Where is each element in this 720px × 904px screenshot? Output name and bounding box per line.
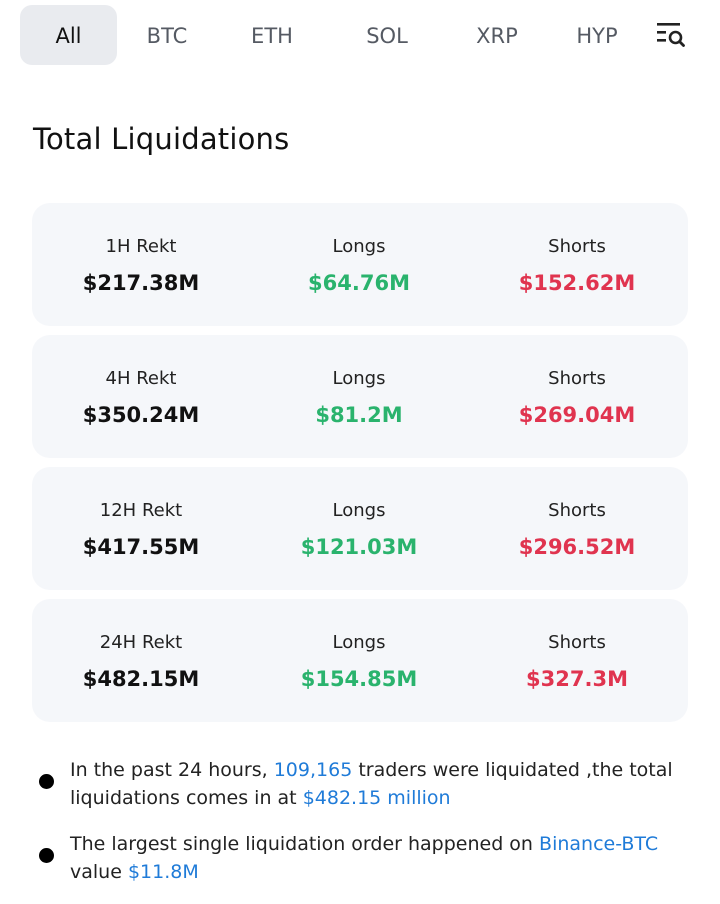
period-label: 12H Rekt [99, 500, 183, 521]
longs-value: $64.76M [308, 271, 410, 295]
total-value: $217.38M [82, 271, 200, 295]
longs-value: $121.03M [300, 535, 418, 559]
period-label: 4H Rekt [105, 368, 177, 389]
liquidation-card-4h: 4H Rekt $350.24M Longs $81.2M Shorts $26… [32, 335, 688, 458]
longs-cell: Longs $64.76M [250, 203, 468, 326]
shorts-cell: Shorts $269.04M [468, 335, 686, 458]
total-cell: 12H Rekt $417.55M [32, 467, 250, 590]
longs-value: $154.85M [300, 667, 418, 691]
page-title: Total Liquidations [33, 122, 290, 156]
shorts-cell: Shorts $296.52M [468, 467, 686, 590]
exchange-link[interactable]: Binance-BTC [539, 833, 659, 855]
longs-cell: Longs $154.85M [250, 599, 468, 722]
summary-text: In the past 24 hours, [70, 759, 274, 781]
period-label: 24H Rekt [99, 632, 183, 653]
tab-btc[interactable]: BTC [146, 24, 188, 48]
bullet-dot-icon [39, 774, 54, 789]
total-cell: 24H Rekt $482.15M [32, 599, 250, 722]
longs-cell: Longs $121.03M [250, 467, 468, 590]
summary-text: value [70, 861, 128, 883]
coin-tab-bar: All BTC ETH SOL XRP HYP [20, 5, 700, 65]
longs-cell: Longs $81.2M [250, 335, 468, 458]
total-value: $417.55M [82, 535, 200, 559]
summary-text: The largest single liquidation order hap… [70, 833, 540, 855]
shorts-value: $296.52M [518, 535, 636, 559]
shorts-label: Shorts [548, 368, 606, 389]
summary-item-largest-order: The largest single liquidation order hap… [36, 830, 686, 886]
shorts-label: Shorts [548, 236, 606, 257]
period-label: 1H Rekt [105, 236, 177, 257]
tab-hyp[interactable]: HYP [576, 24, 618, 48]
summary-text: traders were liquidated ,the total liqui… [70, 759, 673, 809]
tab-all[interactable]: All [20, 5, 117, 65]
shorts-value: $152.62M [518, 271, 636, 295]
total-cell: 4H Rekt $350.24M [32, 335, 250, 458]
total-amount-link[interactable]: $482.15 million [302, 787, 451, 809]
shorts-label: Shorts [548, 500, 606, 521]
shorts-label: Shorts [548, 632, 606, 653]
filter-search-icon[interactable] [656, 22, 686, 48]
shorts-value: $327.3M [526, 667, 628, 691]
longs-label: Longs [332, 632, 386, 653]
liquidation-card-1h: 1H Rekt $217.38M Longs $64.76M Shorts $1… [32, 203, 688, 326]
tab-sol[interactable]: SOL [366, 24, 408, 48]
longs-label: Longs [332, 236, 386, 257]
longs-value: $81.2M [315, 403, 403, 427]
total-cell: 1H Rekt $217.38M [32, 203, 250, 326]
summary-item-traders: In the past 24 hours, 109,165 traders we… [36, 756, 686, 812]
shorts-cell: Shorts $152.62M [468, 203, 686, 326]
total-value: $350.24M [82, 403, 200, 427]
tab-eth[interactable]: ETH [251, 24, 293, 48]
bullet-dot-icon [39, 848, 54, 863]
traders-count-link[interactable]: 109,165 [273, 759, 353, 781]
liquidation-card-12h: 12H Rekt $417.55M Longs $121.03M Shorts … [32, 467, 688, 590]
summary-list: In the past 24 hours, 109,165 traders we… [36, 756, 686, 904]
shorts-value: $269.04M [518, 403, 636, 427]
tab-xrp[interactable]: XRP [476, 24, 518, 48]
largest-order-amount-link[interactable]: $11.8M [127, 861, 199, 883]
liquidation-card-24h: 24H Rekt $482.15M Longs $154.85M Shorts … [32, 599, 688, 722]
longs-label: Longs [332, 368, 386, 389]
longs-label: Longs [332, 500, 386, 521]
shorts-cell: Shorts $327.3M [468, 599, 686, 722]
total-value: $482.15M [82, 667, 200, 691]
